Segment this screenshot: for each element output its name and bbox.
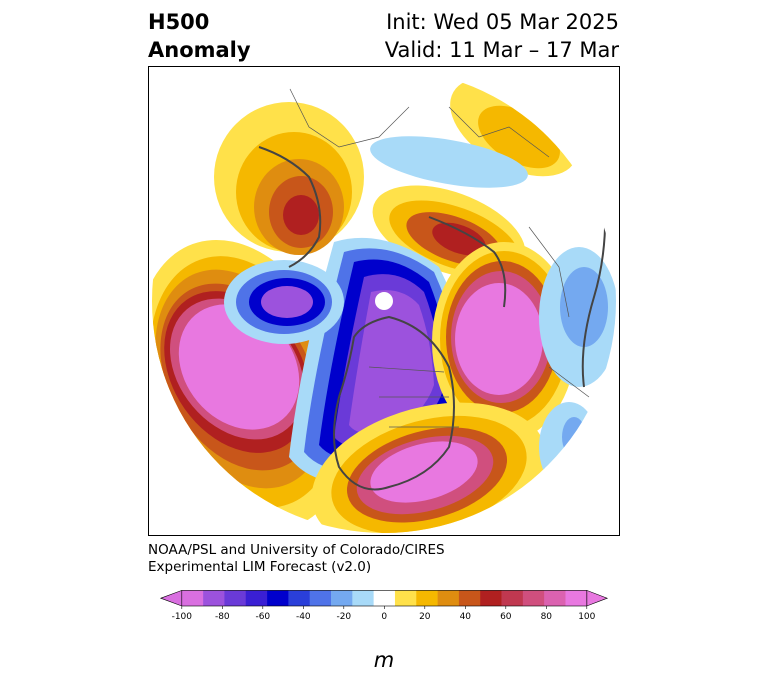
colorbar-swatch xyxy=(522,590,545,606)
date-block: Init: Wed 05 Mar 2025 Valid: 11 Mar – 17… xyxy=(385,8,619,64)
colorbar-swatch xyxy=(544,590,566,606)
colorbar-swatch xyxy=(416,590,438,606)
anomaly-subtitle: Anomaly xyxy=(148,38,251,62)
colorbar-extend-high xyxy=(586,589,609,607)
colorbar-tick-label: -40 xyxy=(296,612,311,622)
credit-text: NOAA/PSL and University of Colorado/CIRE… xyxy=(148,542,445,576)
arctic-low xyxy=(224,260,344,344)
colorbar-tick-label: -60 xyxy=(255,612,270,622)
colorbar-swatch xyxy=(181,590,204,606)
colorbar-unit-label: m xyxy=(373,648,395,672)
init-date: Init: Wed 05 Mar 2025 xyxy=(386,10,619,34)
colorbar-tick-label: 100 xyxy=(578,612,595,622)
colorbar-swatch xyxy=(501,590,524,606)
valid-range: Valid: 11 Mar – 17 Mar xyxy=(384,38,619,62)
colorbar-tick-label: 0 xyxy=(381,612,387,622)
colorbar-swatch xyxy=(309,590,332,606)
credit-line-1: NOAA/PSL and University of Colorado/CIRE… xyxy=(148,542,445,558)
colorbar-tick-label: 80 xyxy=(541,612,553,622)
credit-line-2: Experimental LIM Forecast (v2.0) xyxy=(148,559,372,575)
anomaly-map xyxy=(152,77,616,533)
colorbar-extend-low xyxy=(159,589,183,607)
colorbar-ticks: -100 -80 -60 -40 -20 0 20 40 60 80 100 xyxy=(172,606,596,622)
colorbar-swatch xyxy=(288,590,310,606)
colorbar-tick-label: 40 xyxy=(460,612,472,622)
colorbar-tick-label: -100 xyxy=(172,612,193,622)
colorbar-tick-label: -20 xyxy=(336,612,351,622)
colorbar-swatch xyxy=(480,590,502,606)
polar-map xyxy=(148,66,620,536)
colorbar-swatch xyxy=(245,590,268,606)
colorbar-segments xyxy=(159,589,609,607)
colorbar-swatch xyxy=(565,590,588,606)
east-siberia-high xyxy=(214,102,364,255)
colorbar-tick-label: 60 xyxy=(500,612,512,622)
colorbar-swatch xyxy=(437,590,460,606)
colorbar-swatch xyxy=(267,590,289,606)
southeast-us-high xyxy=(311,402,547,533)
colorbar: -100 -80 -60 -40 -20 0 20 40 60 80 100 xyxy=(159,589,609,622)
variable-title: H500 xyxy=(148,10,210,34)
north-atlantic-high xyxy=(432,242,576,442)
colorbar-swatch xyxy=(458,590,481,606)
colorbar-swatch xyxy=(373,590,396,606)
colorbar-swatch xyxy=(352,590,374,606)
colorbar-tick-label: -80 xyxy=(215,612,230,622)
title-block: H500 Anomaly xyxy=(148,8,251,64)
colorbar-swatch xyxy=(203,590,225,606)
colorbar-swatch xyxy=(331,590,353,606)
colorbar-swatch xyxy=(394,590,417,606)
colorbar-swatch xyxy=(224,590,247,606)
country-borders xyxy=(288,86,590,428)
colorbar-tick-label: 20 xyxy=(419,612,431,622)
